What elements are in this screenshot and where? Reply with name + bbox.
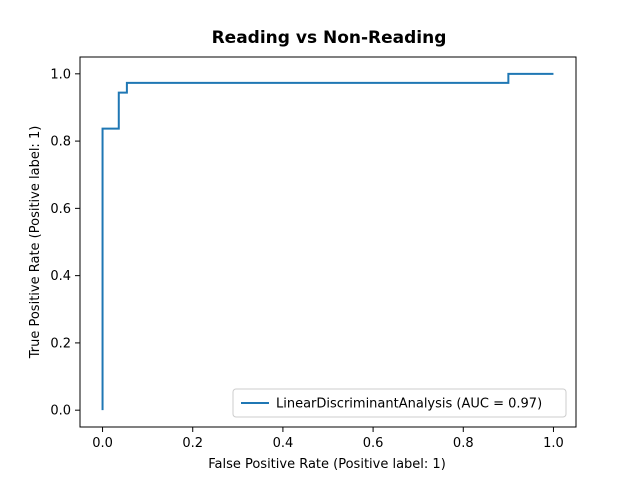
x-tick-label: 0.4 <box>273 436 294 451</box>
x-tick-label: 1.0 <box>543 436 564 451</box>
y-tick-label: 0.6 <box>50 202 71 217</box>
y-tick-label: 1.0 <box>50 67 71 82</box>
x-tick-label: 0.6 <box>363 436 384 451</box>
x-axis-label: False Positive Rate (Positive label: 1) <box>208 457 446 472</box>
x-tick-label: 0.2 <box>182 436 203 451</box>
legend-label-0: LinearDiscriminantAnalysis (AUC = 0.97) <box>276 397 542 412</box>
series-line-0 <box>101 72 554 411</box>
plot-area: 0.0 0.2 0.4 0.6 0.8 1.0 0.0 0.2 0.4 0.6 0.8 1.0 <box>50 56 577 451</box>
x-tick-label: 0.8 <box>453 436 474 451</box>
y-tick-label: 0.4 <box>50 269 71 284</box>
y-tick-label: 0.0 <box>50 404 71 419</box>
legend: LinearDiscriminantAnalysis (AUC = 0.97) <box>232 388 567 418</box>
chart-title: Reading vs Non-Reading <box>212 28 447 48</box>
axes-frame <box>79 56 577 428</box>
x-tick-label: 0.0 <box>92 436 113 451</box>
y-axis-label: True Positive Rate (Positive label: 1) <box>28 126 43 360</box>
legend-box <box>232 388 567 418</box>
y-tick-label: 0.8 <box>50 135 71 150</box>
y-tick-label: 0.2 <box>50 336 71 351</box>
